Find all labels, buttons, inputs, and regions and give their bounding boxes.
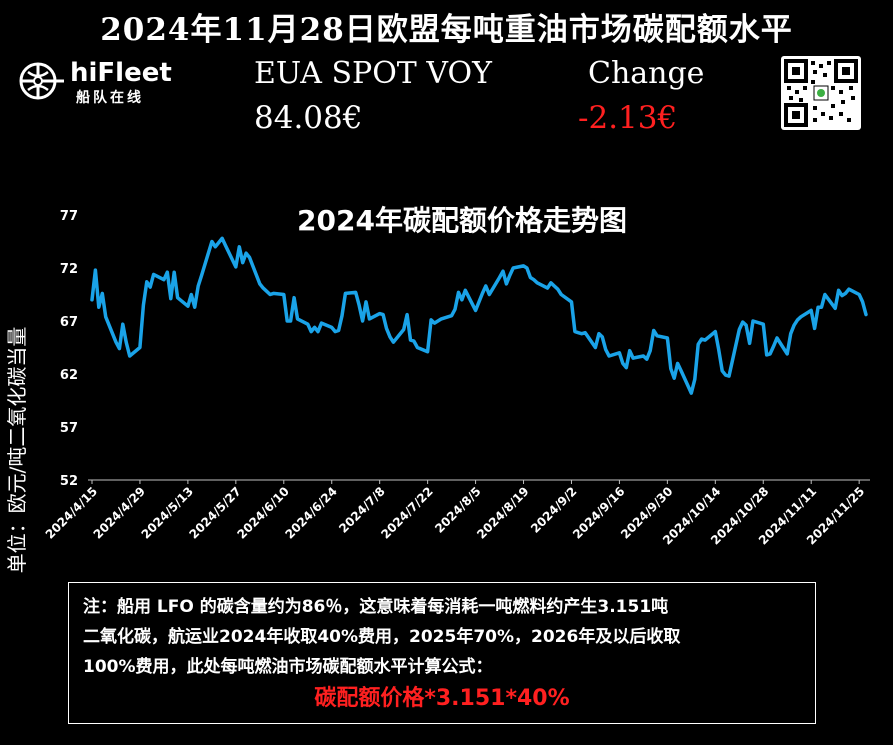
note-box: 注：船用 LFO 的碳含量约为86％，这意味着每消耗一吨燃料约产生3.151吨 …	[68, 582, 816, 724]
chart-title: 2024年碳配额价格走势图	[297, 204, 627, 237]
price-chart: 2024年碳配额价格走势图 单位：欧元/吨二氧化碳当量 52 57 62 67 72 77…	[5, 204, 870, 574]
logo-name: hiFleet	[70, 58, 172, 88]
series-line	[90, 236, 868, 395]
note-line-3: 100%费用，此处每吨燃油市场碳配额水平计算公式：	[83, 657, 493, 677]
y-tick-label: 52	[60, 474, 78, 489]
note-line-1: 注：船用 LFO 的碳含量约为86％，这意味着每消耗一吨燃料约产生3.151吨	[83, 597, 669, 617]
x-tick-label: 2024/7/22	[378, 484, 435, 541]
y-tick-label: 67	[60, 315, 78, 330]
y-axis-label: 单位：欧元/吨二氧化碳当量	[5, 327, 29, 574]
note-formula: 碳配额价格*3.151*40%	[314, 686, 570, 711]
chart-area: 2024年碳配额价格走势图 单位：欧元/吨二氧化碳当量 52 57 62 67 72 77…	[0, 180, 893, 584]
y-tick-label: 57	[60, 421, 78, 436]
page-title: 2024年11月28日欧盟每吨重油市场碳配额水平	[100, 12, 793, 48]
change-value: -2.13€	[578, 100, 678, 136]
x-tick-label: 2024/9/2	[528, 484, 580, 536]
globe-ship-icon	[19, 62, 64, 100]
price-value: 84.08€	[254, 100, 363, 136]
x-tick-label: 2024/7/8	[336, 484, 388, 536]
qr-code-icon[interactable]	[781, 56, 861, 130]
price-label: EUA SPOT VOY	[254, 56, 492, 91]
y-tick-label: 77	[60, 209, 78, 224]
note-line-2: 二氧化碳，航运业2024年收取40%费用，2025年70%，2026年及以后收取	[83, 627, 681, 647]
logo-subtitle: 船队在线	[76, 90, 144, 106]
y-tick-label: 72	[60, 262, 78, 277]
hifleet-logo[interactable]: hiFleet 船队在线	[18, 58, 172, 106]
change-label: Change	[588, 56, 705, 91]
y-tick-label: 62	[60, 368, 78, 383]
x-tick-label: 2024/6/24	[282, 484, 339, 541]
x-tick-label: 2024/8/5	[432, 484, 484, 536]
x-tick-label: 2024/8/19	[474, 484, 531, 541]
header: 2024年11月28日欧盟每吨重油市场碳配额水平	[0, 0, 893, 48]
